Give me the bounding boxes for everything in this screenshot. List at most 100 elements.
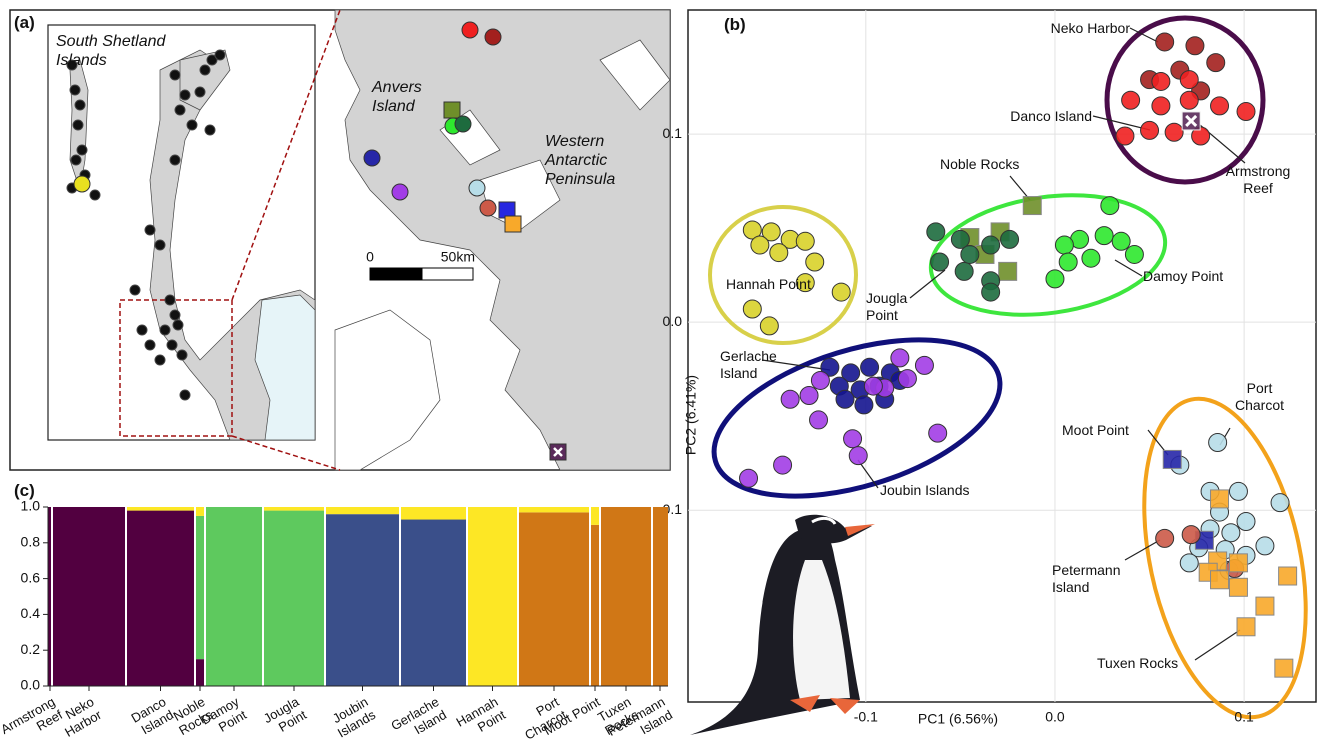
scale-label: 50km (441, 249, 475, 265)
point-annotation: Noble Rocks (940, 156, 1050, 173)
point-annotation: Jougla Point (866, 290, 926, 324)
y-tick-label: 0.8 (21, 534, 41, 550)
point (929, 424, 947, 442)
point (1211, 97, 1229, 115)
point (1165, 123, 1183, 141)
y-tick-label: 0.0 (21, 677, 41, 693)
point (1256, 537, 1274, 555)
island-label: Anvers Island (372, 78, 442, 116)
site-dot (73, 120, 83, 130)
site-dot (167, 340, 177, 350)
point (774, 456, 792, 474)
bar-segment (52, 507, 126, 686)
bar-segment (195, 516, 205, 659)
point (1023, 197, 1041, 215)
site-dot (71, 155, 81, 165)
point (927, 223, 945, 241)
point-annotation: Armstrong Reef (1218, 163, 1298, 197)
bar-segment (325, 507, 400, 514)
point (1156, 33, 1174, 51)
point (1229, 578, 1247, 596)
y-tick-label: 0.2 (21, 641, 41, 657)
bar-segment (518, 507, 590, 512)
point (844, 430, 862, 448)
point (810, 411, 828, 429)
bar-segment (263, 511, 325, 686)
scale-label: 0 (366, 249, 374, 265)
site-dot (74, 176, 90, 192)
site-dot (160, 325, 170, 335)
bar-segment (325, 514, 400, 686)
point (1125, 245, 1143, 263)
point (1046, 270, 1064, 288)
point (1275, 659, 1293, 677)
site-square (505, 216, 521, 232)
point (1059, 253, 1077, 271)
y-tick-label: 0.6 (21, 569, 41, 585)
point (760, 317, 778, 335)
point-annotation: Moot Point (1062, 422, 1152, 439)
site-dot (155, 240, 165, 250)
site-dot (462, 22, 478, 38)
point (1182, 526, 1200, 544)
site-dot (130, 285, 140, 295)
point (796, 232, 814, 250)
bar-segment (652, 507, 668, 686)
panel-label: (b) (724, 16, 746, 33)
site-dot (392, 184, 408, 200)
figure: 0 50km -0.10.00.1-0.10.00.1PC1 (6.56%)PC… (0, 0, 1319, 746)
point (1180, 71, 1198, 89)
site-dot (75, 100, 85, 110)
bar-segment (600, 507, 652, 686)
point (1095, 227, 1113, 245)
site-dot (145, 225, 155, 235)
point (1207, 54, 1225, 72)
y-axis-title: PC2 (6.41%) (683, 375, 699, 455)
x-tick-label: 0.0 (1045, 709, 1065, 725)
site-dot (175, 105, 185, 115)
point (1237, 618, 1255, 636)
point (1116, 127, 1134, 145)
point-annotation: Joubin Islands (880, 482, 1030, 499)
point (1156, 529, 1174, 547)
bar-segment (205, 507, 263, 686)
point (1101, 197, 1119, 215)
inset-title: South Shetland Islands (56, 32, 166, 70)
site-dot (70, 85, 80, 95)
point (740, 469, 758, 487)
bar-segment (518, 512, 590, 686)
point (915, 356, 933, 374)
point (751, 236, 769, 254)
site-dot (215, 50, 225, 60)
point (891, 349, 909, 367)
bar-segment (467, 507, 518, 686)
site-square (444, 102, 460, 118)
point (1180, 91, 1198, 109)
point (1229, 554, 1247, 572)
point (1229, 482, 1247, 500)
point (855, 396, 873, 414)
site-dot (165, 295, 175, 305)
point-annotation: Hannah Point (726, 276, 846, 293)
site-dot (485, 29, 501, 45)
point-annotation: Port Charcot (1222, 380, 1297, 414)
point-annotation: Neko Harbor (1020, 20, 1130, 37)
scale-bar (422, 268, 473, 280)
site-dot (170, 70, 180, 80)
site-dot (180, 390, 190, 400)
x-axis-title: PC1 (6.56%) (918, 711, 998, 727)
point (1271, 494, 1289, 512)
site-dot (77, 145, 87, 155)
point-annotation: Damoy Point (1143, 268, 1253, 285)
site-dot (480, 200, 496, 216)
point (1186, 37, 1204, 55)
point (1237, 103, 1255, 121)
bar-segment (126, 511, 195, 686)
point (898, 370, 916, 388)
point (781, 390, 799, 408)
site-dot (195, 87, 205, 97)
point (1001, 230, 1019, 248)
point (1152, 97, 1170, 115)
y-tick-label: 1.0 (21, 498, 41, 514)
bar-segment (195, 507, 205, 516)
